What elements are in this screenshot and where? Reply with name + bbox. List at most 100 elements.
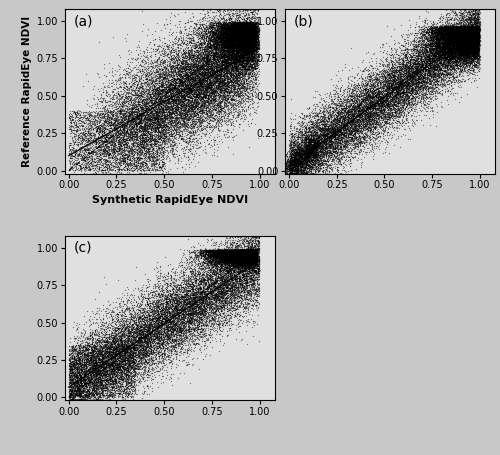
Point <box>462 41 469 49</box>
Point <box>216 321 224 328</box>
Point <box>228 52 235 59</box>
Point <box>153 326 161 333</box>
Point <box>252 33 260 40</box>
Point <box>186 310 194 317</box>
Point <box>222 270 230 277</box>
Point <box>111 366 119 373</box>
Point <box>243 27 251 35</box>
Point <box>237 23 245 30</box>
Point <box>140 122 148 130</box>
Point <box>206 259 214 266</box>
Point <box>178 129 186 136</box>
Point <box>116 386 124 394</box>
Point <box>141 333 149 340</box>
Point <box>86 374 94 382</box>
Point <box>472 43 480 50</box>
Point <box>244 249 252 256</box>
Point <box>288 161 296 168</box>
Point <box>366 110 374 117</box>
Point <box>472 53 480 61</box>
Point <box>302 143 310 150</box>
Point <box>166 309 174 316</box>
Point <box>236 235 244 242</box>
Point <box>248 264 256 272</box>
Point <box>386 86 394 94</box>
Point <box>462 49 469 56</box>
Point <box>446 40 454 47</box>
Point <box>159 331 167 338</box>
Point <box>334 123 342 130</box>
Point <box>138 322 146 329</box>
Point <box>236 246 244 253</box>
Point <box>234 250 241 257</box>
Point <box>406 57 413 65</box>
Point <box>362 103 370 110</box>
Point <box>442 24 450 31</box>
Point <box>240 29 248 36</box>
Point <box>214 34 222 41</box>
Point <box>88 360 96 367</box>
Point <box>169 96 177 104</box>
Point <box>364 78 372 85</box>
Point <box>216 253 224 260</box>
Point <box>221 269 229 277</box>
Point <box>92 151 100 158</box>
Point <box>428 61 436 68</box>
Point <box>180 84 188 91</box>
Point <box>194 290 202 297</box>
Point <box>451 25 459 32</box>
Point <box>383 89 391 96</box>
Point <box>230 5 237 13</box>
Point <box>244 26 252 33</box>
Point <box>309 146 317 153</box>
Point <box>186 286 194 293</box>
Point <box>211 46 219 54</box>
Point <box>198 273 205 280</box>
Point <box>244 254 252 261</box>
Point <box>432 37 440 44</box>
Point <box>156 342 164 349</box>
Point <box>233 248 241 255</box>
Point <box>229 252 237 259</box>
Point <box>156 350 164 358</box>
Point <box>298 157 306 165</box>
Point <box>432 41 440 48</box>
Point <box>132 163 140 170</box>
Point <box>462 38 470 45</box>
Point <box>234 248 241 256</box>
Point <box>319 138 327 145</box>
Point <box>414 76 422 83</box>
Point <box>222 32 230 40</box>
Point <box>252 262 260 269</box>
Point <box>208 298 216 305</box>
Point <box>460 33 468 40</box>
Point <box>342 130 350 137</box>
Point <box>470 43 478 50</box>
Point <box>216 58 224 65</box>
Point <box>232 31 239 38</box>
Point <box>230 44 238 51</box>
Point <box>246 249 254 257</box>
Point <box>132 309 140 316</box>
Point <box>216 23 224 30</box>
Point <box>200 306 208 313</box>
Point <box>163 279 171 286</box>
Point <box>192 121 200 128</box>
Point <box>243 278 251 286</box>
Point <box>342 110 350 117</box>
Point <box>472 36 480 43</box>
Point <box>118 374 126 382</box>
Point <box>180 329 188 337</box>
Point <box>252 247 260 254</box>
Point <box>142 337 150 344</box>
Point <box>242 247 250 254</box>
Point <box>462 43 470 50</box>
Point <box>338 146 345 153</box>
Point <box>246 22 254 30</box>
Point <box>336 120 344 127</box>
Point <box>126 339 134 347</box>
Point <box>131 170 139 177</box>
Point <box>458 35 466 42</box>
Point <box>218 34 226 41</box>
Point <box>98 355 106 362</box>
